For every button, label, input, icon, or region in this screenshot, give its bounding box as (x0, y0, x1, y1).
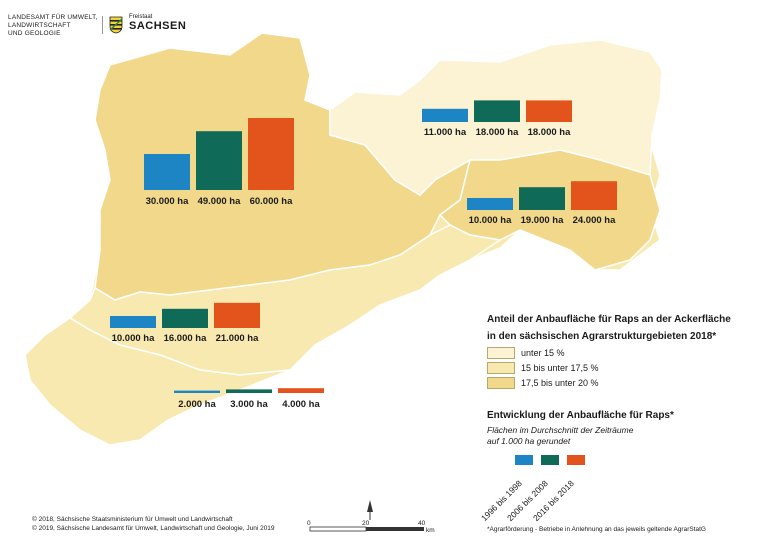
bar-region-3-period-2 (519, 187, 565, 210)
scale-tick-0: 0 (307, 520, 311, 527)
legend-period-swatch (567, 455, 585, 465)
legend-class-swatch (487, 347, 515, 359)
legend-period-swatch (541, 455, 559, 465)
bar-region-1-period-3 (248, 118, 294, 190)
agency-name: Landesamt für Umwelt, Landwirtschaft und… (8, 14, 98, 38)
bar-label-region-3-period-3: 24.000 ha (572, 215, 616, 226)
legend-trend-sub-2: auf 1.000 ha gerundet (487, 436, 571, 446)
bar-region-2-period-3 (526, 100, 572, 122)
bar-label-region-2-period-3: 18.000 ha (527, 127, 571, 138)
bar-region-2-period-2 (474, 100, 520, 122)
bar-label-region-1-period-3: 60.000 ha (249, 196, 293, 207)
legend-class-label: 15 bis unter 17,5 % (521, 363, 599, 373)
legend-class-item: 17,5 bis unter 20 % (487, 377, 599, 389)
legend-class-label: unter 15 % (521, 348, 565, 358)
north-arrow-icon (367, 500, 373, 520)
state-name: Freistaat SACHSEN (129, 14, 186, 32)
agency-line-1: Landesamt für Umwelt, (8, 14, 98, 21)
legend-trend-sub-1: Flächen im Durchschnitt der Zeiträume (487, 425, 634, 435)
agency-line-3: und Geologie (8, 30, 61, 37)
bar-region-3-period-3 (571, 181, 617, 210)
bar-label-region-1-period-2: 49.000 ha (197, 196, 241, 207)
saxony-crest-icon (102, 16, 123, 34)
footer-note: *Agrarförderung - Betriebe in Anlehnung … (487, 526, 706, 533)
bar-label-region-4-period-1: 10.000 ha (111, 333, 155, 344)
legend-share-title-1: Anteil der Anbaufläche für Raps an der A… (487, 314, 731, 325)
bar-region-5-period-1 (174, 390, 220, 393)
bar-groups (110, 100, 617, 393)
bar-region-4-period-1 (110, 316, 156, 328)
bar-label-region-1-period-1: 30.000 ha (145, 196, 189, 207)
scale-bar (309, 526, 424, 532)
legend-period-swatch (515, 455, 533, 465)
legend-class-item: 15 bis unter 17,5 % (487, 362, 599, 374)
agency-header: Landesamt für Umwelt, Landwirtschaft und… (8, 14, 186, 38)
bar-region-2-period-1 (422, 108, 468, 122)
bar-label-region-2-period-2: 18.000 ha (475, 127, 519, 138)
bar-label-region-3-period-2: 19.000 ha (520, 215, 564, 226)
bar-region-4-period-3 (214, 302, 260, 328)
map-region-southwest (24, 317, 291, 446)
legend-trend-title: Entwicklung der Anbaufläche für Raps* (487, 410, 674, 421)
bar-label-region-5-period-2: 3.000 ha (230, 399, 268, 410)
state-line-1: Freistaat (129, 14, 153, 20)
footer-copyright-2: © 2019, Sächsische Landesamt für Umwelt,… (32, 525, 275, 532)
legend-share-title-2: in den sächsischen Agrarstrukturgebieten… (487, 331, 717, 342)
bar-label-region-5-period-3: 4.000 ha (282, 399, 320, 410)
state-line-2: SACHSEN (129, 20, 187, 32)
bar-region-1-period-1 (144, 154, 190, 190)
scale-tick-20: 20 (362, 520, 370, 527)
bar-region-5-period-3 (278, 388, 324, 393)
scale-tick-40: 40 (418, 520, 426, 527)
bar-region-5-period-2 (226, 389, 272, 393)
bar-region-4-period-2 (162, 308, 208, 328)
legend-class-swatch (487, 362, 515, 374)
bar-label-region-2-period-1: 11.000 ha (423, 127, 467, 138)
bar-label-region-3-period-1: 10.000 ha (468, 215, 512, 226)
bar-label-region-4-period-3: 21.000 ha (215, 333, 259, 344)
footer-copyright-1: © 2018, Sächsische Staatsministerium für… (32, 516, 233, 523)
bar-label-region-5-period-1: 2.000 ha (178, 399, 216, 410)
bar-region-1-period-2 (196, 131, 242, 190)
legend-class-label: 17,5 bis unter 20 % (521, 378, 599, 388)
bar-label-region-4-period-2: 16.000 ha (163, 333, 207, 344)
bar-region-3-period-1 (467, 198, 513, 210)
legend-class-item: unter 15 % (487, 347, 565, 359)
agency-line-2: Landwirtschaft (8, 22, 71, 29)
scale-unit: km (426, 527, 435, 534)
legend-class-swatch (487, 377, 515, 389)
